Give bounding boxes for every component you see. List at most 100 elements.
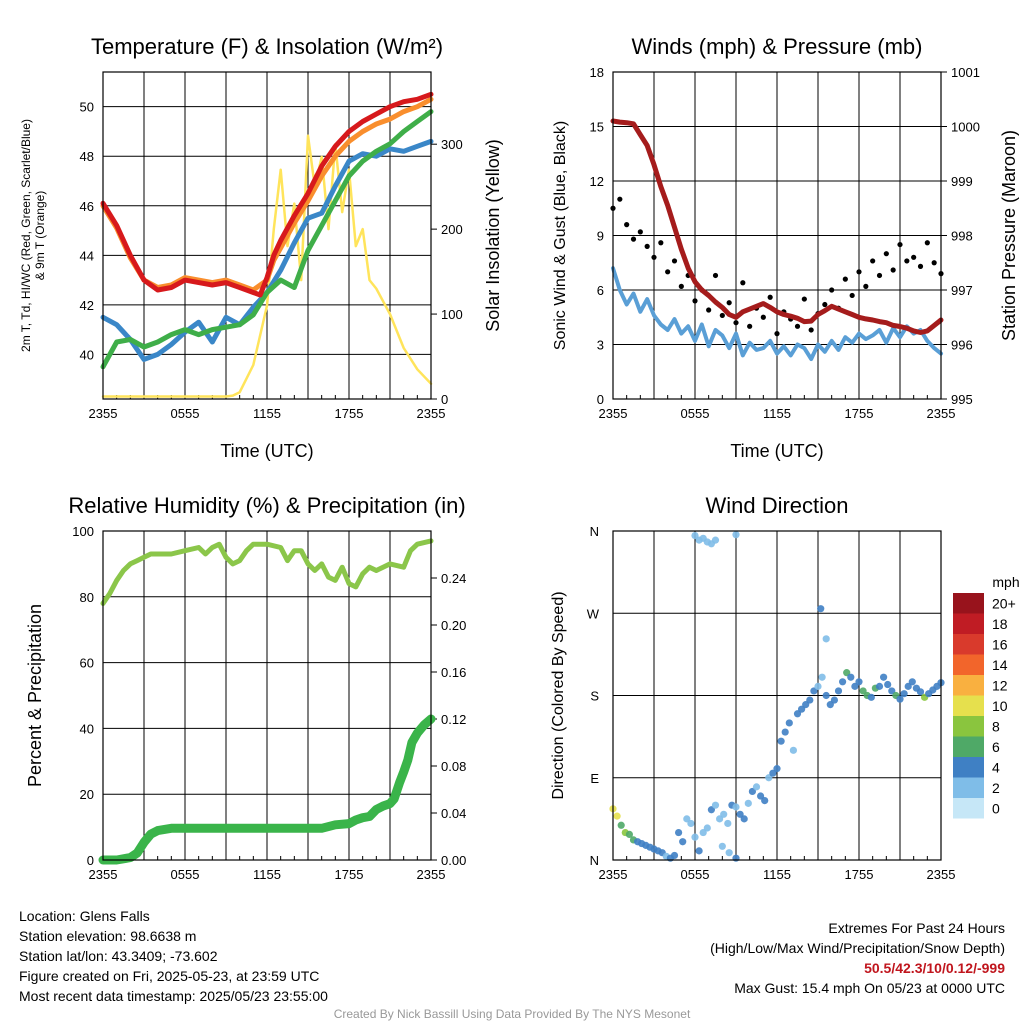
legend-label: 12 bbox=[992, 677, 1008, 693]
wind-direction-point bbox=[830, 696, 839, 704]
legend-label: 4 bbox=[992, 759, 1000, 775]
y-axis-label: Percent & Precipitation bbox=[25, 604, 45, 787]
wind-direction-point bbox=[718, 842, 726, 850]
y2-tick-label: 0.20 bbox=[441, 618, 466, 633]
gust-point bbox=[890, 267, 896, 273]
gust-point bbox=[794, 323, 801, 329]
wind-direction-point bbox=[814, 682, 822, 690]
legend-swatch bbox=[953, 613, 984, 634]
gust-point bbox=[630, 236, 637, 242]
gust-point bbox=[883, 251, 889, 257]
y2-tick-label: 0.08 bbox=[441, 759, 466, 774]
wind-direction-point bbox=[761, 796, 769, 805]
x-tick-label: 1755 bbox=[335, 406, 364, 421]
legend-swatch bbox=[953, 593, 984, 614]
wind-direction-point bbox=[687, 819, 695, 828]
wind-direction-point bbox=[880, 673, 888, 681]
chart-title: Wind Direction bbox=[705, 493, 848, 518]
y-tick-label: 40 bbox=[80, 721, 94, 736]
wind-direction-point bbox=[613, 812, 621, 820]
elevation-text: Station elevation: 98.6638 m bbox=[19, 928, 197, 944]
x-tick-label: 0555 bbox=[681, 867, 710, 882]
gust-point bbox=[856, 269, 862, 275]
gust-point bbox=[822, 301, 828, 308]
series-relative-humidity bbox=[100, 538, 434, 606]
y-axis-label: 2m T, Td, HI/WC (Red, Green, Scarlet/Blu… bbox=[19, 119, 47, 352]
wind-direction-point bbox=[908, 678, 916, 686]
gust-point bbox=[617, 196, 623, 202]
x-tick-label: 0555 bbox=[681, 406, 710, 421]
chart-title: Temperature (F) & Insolation (W/m²) bbox=[91, 34, 443, 59]
wind-direction-point bbox=[724, 819, 732, 828]
y-axis-label: Direction (Colored By Speed) bbox=[550, 591, 567, 799]
gust-point bbox=[658, 240, 664, 246]
plot-border bbox=[102, 530, 432, 861]
wind-direction-point bbox=[744, 799, 752, 807]
y2-axis-label: Solar Insolation (Yellow) bbox=[483, 139, 503, 331]
y2-tick-label: 0.04 bbox=[441, 806, 466, 821]
x-tick-label: 1155 bbox=[763, 406, 791, 421]
y2-tick-label: 0 bbox=[441, 392, 448, 407]
gust-point bbox=[842, 276, 848, 282]
wind-direction-point bbox=[725, 849, 733, 857]
wind-direction-point bbox=[839, 678, 847, 686]
max-gust-text: Max Gust: 15.4 mph On 05/23 at 0000 UTC bbox=[734, 980, 1005, 996]
y2-tick-label: 0.24 bbox=[441, 571, 466, 586]
y2-tick-label: 999 bbox=[951, 174, 973, 189]
gust-point bbox=[931, 260, 937, 266]
y-tick-label: 80 bbox=[80, 590, 94, 605]
series-2m-t bbox=[100, 91, 434, 298]
wind-direction-point bbox=[691, 833, 699, 841]
x-tick-label: 2355 bbox=[599, 867, 628, 882]
gust-point bbox=[808, 327, 814, 333]
wind-direction-point bbox=[834, 687, 843, 695]
gust-point bbox=[740, 280, 746, 286]
y-tick-label: 6 bbox=[597, 283, 604, 298]
latlon-text: Station lat/lon: 43.3409; -73.602 bbox=[19, 948, 218, 964]
gust-point bbox=[911, 254, 917, 260]
location-text: Location: Glens Falls bbox=[19, 908, 150, 924]
wind-direction-point bbox=[740, 815, 748, 823]
credit-text: Created By Nick Bassill Using Data Provi… bbox=[333, 1007, 691, 1021]
wind-direction-point bbox=[617, 821, 625, 829]
gust-point bbox=[671, 258, 678, 264]
wind-direction-point bbox=[703, 824, 711, 832]
series-precipitation bbox=[98, 714, 436, 865]
y-tick-label: 50 bbox=[80, 100, 94, 115]
x-tick-label: 1755 bbox=[335, 867, 364, 882]
wind-direction-point bbox=[896, 695, 904, 703]
y-tick-label: E bbox=[590, 771, 599, 786]
y-tick-label: 46 bbox=[80, 199, 94, 214]
gust-point bbox=[624, 222, 630, 228]
y-tick-label: 42 bbox=[80, 298, 94, 313]
legend-label: 14 bbox=[992, 657, 1008, 673]
y-tick-label: N bbox=[590, 853, 599, 868]
gust-point bbox=[719, 312, 725, 319]
x-axis-label: Time (UTC) bbox=[730, 441, 823, 461]
y-tick-label: N bbox=[590, 524, 599, 539]
wind-direction-point bbox=[670, 851, 679, 860]
gust-point bbox=[801, 296, 807, 302]
y2-tick-label: 0.00 bbox=[441, 853, 466, 868]
x-tick-label: 2355 bbox=[417, 406, 446, 421]
y2-tick-label: 995 bbox=[951, 392, 973, 407]
x-tick-label: 1755 bbox=[845, 406, 874, 421]
series-sonic-wind bbox=[611, 266, 943, 361]
legend-label: 0 bbox=[992, 800, 1000, 816]
gust-point bbox=[760, 314, 766, 320]
wind-direction-point bbox=[875, 682, 884, 690]
gust-point bbox=[774, 331, 780, 337]
wind-direction-point bbox=[752, 783, 761, 791]
x-tick-label: 2355 bbox=[927, 867, 956, 882]
wind-direction-point bbox=[773, 765, 781, 773]
legend-label: 8 bbox=[992, 718, 1000, 734]
x-tick-label: 0555 bbox=[171, 867, 200, 882]
x-tick-label: 2355 bbox=[599, 406, 628, 421]
gust-point bbox=[665, 269, 671, 275]
extremes-values: 50.5/42.3/10/0.12/-999 bbox=[864, 960, 1005, 976]
wind-direction-point bbox=[822, 691, 830, 700]
gust-point bbox=[767, 294, 773, 300]
gust-point bbox=[644, 243, 650, 249]
legend-swatch bbox=[953, 736, 984, 757]
y-tick-label: 0 bbox=[597, 392, 604, 407]
